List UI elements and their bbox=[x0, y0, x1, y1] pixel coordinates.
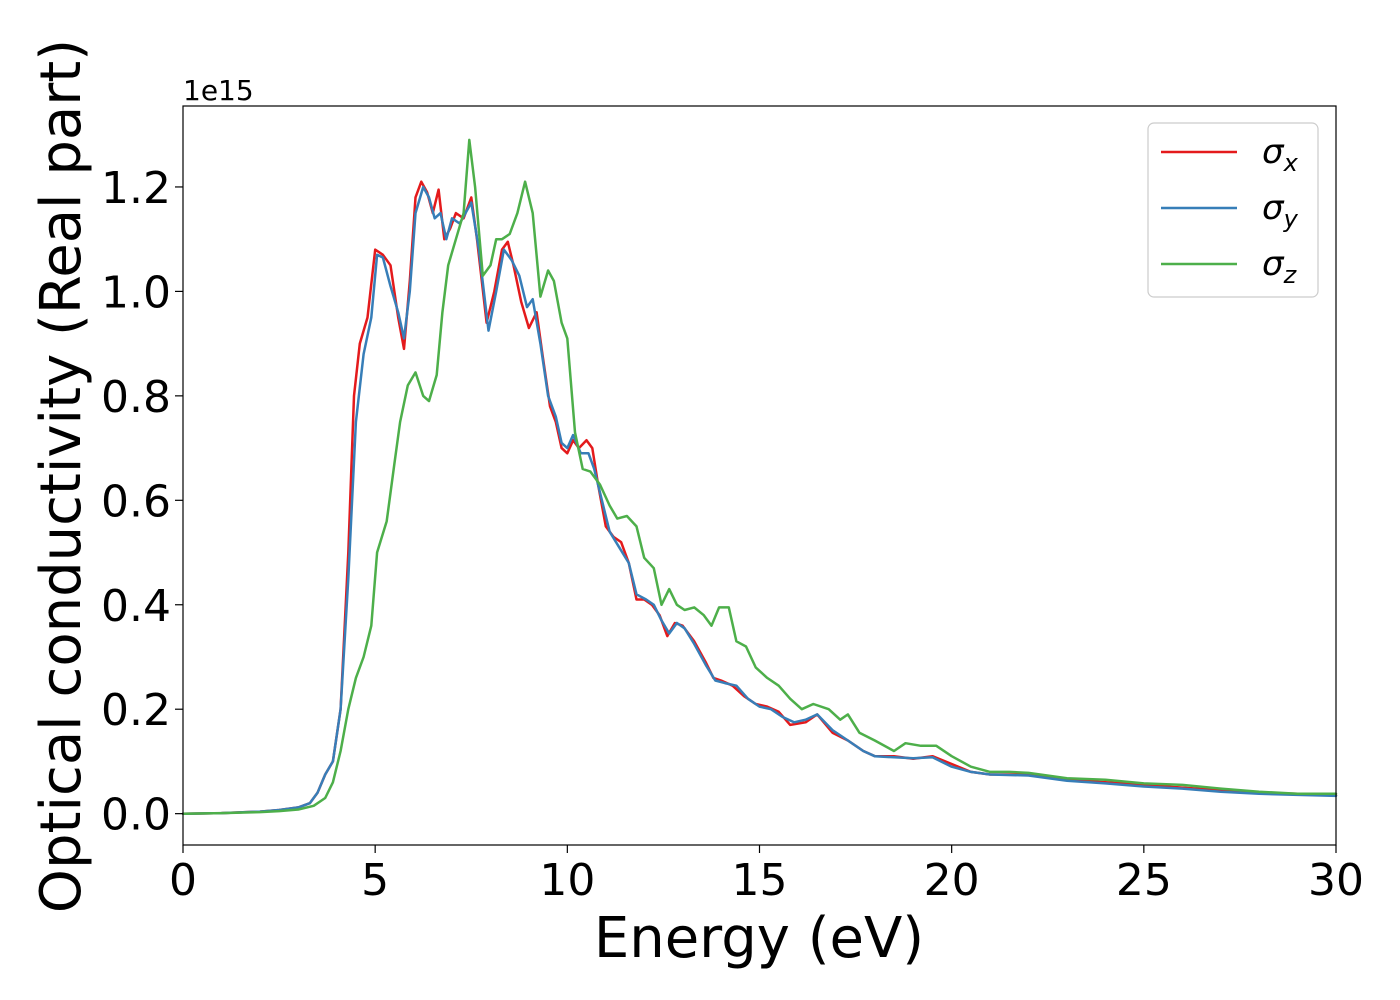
x-tick-label: 10 bbox=[539, 855, 595, 906]
y-axis: 0.0 0.2 0.4 0.6 0.8 1.0 1.2 bbox=[101, 163, 183, 841]
plot-area bbox=[183, 106, 1336, 845]
y-offset-label: 1e15 bbox=[183, 74, 254, 107]
x-tick-label: 5 bbox=[361, 855, 389, 906]
x-tick-label: 30 bbox=[1308, 855, 1364, 906]
y-tick-label: 0.0 bbox=[101, 790, 171, 841]
y-tick-label: 0.8 bbox=[101, 372, 171, 423]
x-tick-label: 25 bbox=[1116, 855, 1172, 906]
series-line-sigma-y bbox=[181, 185, 1338, 815]
y-tick-label: 0.4 bbox=[101, 581, 171, 632]
legend-box bbox=[1147, 122, 1319, 298]
x-axis: 0 5 10 15 20 25 30 bbox=[169, 845, 1364, 906]
x-axis-title: Energy (eV) bbox=[594, 906, 924, 971]
y-axis-title: Optical conductivity (Real part) bbox=[29, 39, 94, 913]
series-layer bbox=[181, 138, 1338, 815]
x-tick-label: 20 bbox=[924, 855, 980, 906]
series-line-sigma-z bbox=[181, 138, 1338, 815]
x-tick-label: 0 bbox=[169, 855, 197, 906]
x-tick-label: 15 bbox=[732, 855, 788, 906]
y-tick-label: 0.2 bbox=[101, 685, 171, 736]
y-tick-label: 0.6 bbox=[101, 476, 171, 527]
y-tick-label: 1.0 bbox=[101, 267, 171, 318]
y-tick-label: 1.2 bbox=[101, 163, 171, 214]
